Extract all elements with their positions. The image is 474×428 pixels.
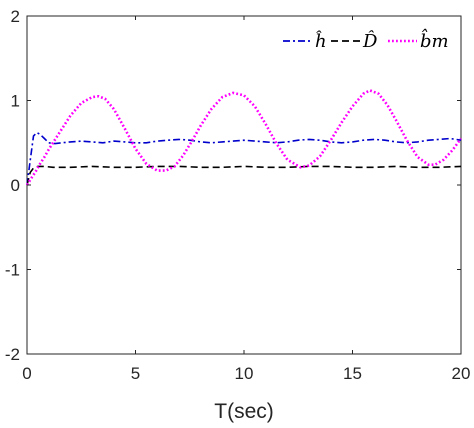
y-tick-label: 2 (11, 7, 20, 26)
y-tick-label: 1 (11, 92, 20, 111)
x-tick-label: 5 (131, 364, 140, 383)
x-tick-label: 20 (452, 364, 471, 383)
legend-label-h: ĥ (315, 29, 327, 52)
x-axis-title: T(sec) (214, 400, 274, 423)
x-tick-label: 0 (22, 364, 31, 383)
legend: ĥ D̂ b̂m (283, 27, 449, 52)
x-tick-labels: 0 5 10 15 20 (22, 364, 470, 383)
series-line-0 (26, 131, 462, 186)
y-tick-label: -2 (5, 345, 20, 364)
x-tick-label: 15 (343, 364, 362, 383)
series-layer (25, 88, 463, 186)
legend-label-d: D̂ (362, 30, 378, 52)
y-tick-label: -1 (5, 261, 20, 280)
y-tick-labels: -2 -1 0 1 2 (5, 7, 20, 364)
legend-label-bm: b̂m (420, 27, 449, 52)
x-tick-label: 10 (235, 364, 254, 383)
plot-area (26, 15, 462, 355)
tick-layer (26, 15, 462, 355)
y-tick-label: 0 (11, 176, 20, 195)
